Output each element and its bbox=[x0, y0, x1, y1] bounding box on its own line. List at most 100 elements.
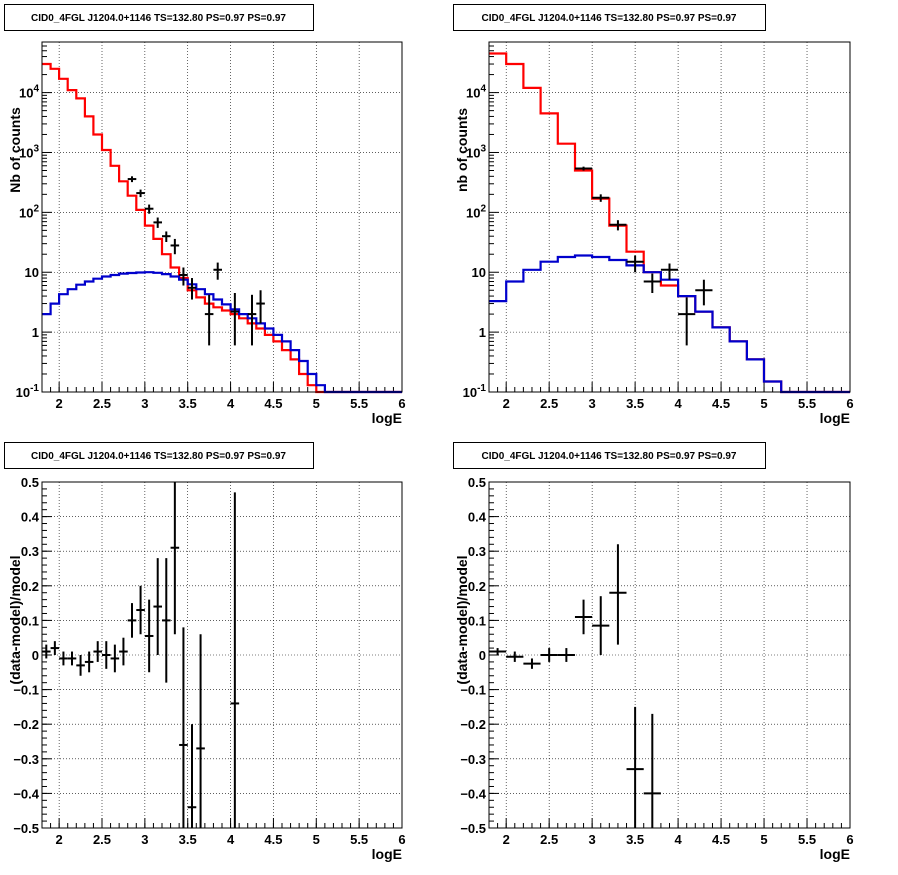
x-tick-label: 4 bbox=[227, 396, 235, 411]
y-tick-label: 104 bbox=[466, 84, 486, 101]
y-tick-label: −0.2 bbox=[13, 717, 39, 732]
data-point bbox=[136, 585, 145, 635]
total-model-histogram bbox=[489, 52, 850, 394]
y-axis-label: nb of counts bbox=[454, 108, 470, 192]
y-tick-label: −0.4 bbox=[13, 786, 39, 801]
x-tick-label: 4 bbox=[674, 832, 682, 847]
plot-frame bbox=[41, 481, 403, 829]
y-tick-label: −0.3 bbox=[13, 752, 39, 767]
data-point bbox=[170, 482, 180, 635]
data-point bbox=[523, 658, 541, 669]
plot-frame bbox=[488, 41, 851, 393]
data-point bbox=[247, 294, 257, 346]
x-tick-label: 4 bbox=[674, 396, 682, 411]
x-tick-label: 3.5 bbox=[179, 396, 197, 411]
data-point bbox=[127, 176, 137, 183]
data-point bbox=[660, 263, 679, 280]
x-tick-label: 4.5 bbox=[264, 832, 282, 847]
x-tick-label: 5 bbox=[313, 396, 320, 411]
y-tick-label: 0.4 bbox=[21, 510, 40, 525]
data-point bbox=[230, 293, 240, 346]
title-box bbox=[4, 442, 314, 469]
x-tick-label: 5.5 bbox=[798, 832, 816, 847]
source-model-histogram bbox=[42, 271, 402, 394]
y-tick-label: 0.3 bbox=[21, 544, 39, 559]
y-tick-label: 0 bbox=[479, 648, 486, 663]
x-tick-label: 5.5 bbox=[798, 396, 816, 411]
y-tick-label: 10 bbox=[472, 265, 486, 280]
chart-title: CID0_4FGL J1204.0+1146 TS=132.80 PS=0.97… bbox=[481, 13, 736, 24]
data-point bbox=[506, 651, 524, 662]
x-tick-label: 4.5 bbox=[712, 832, 730, 847]
data-point bbox=[678, 297, 696, 346]
data-point bbox=[643, 713, 661, 828]
x-tick-label: 4.5 bbox=[264, 396, 282, 411]
y-tick-label: 102 bbox=[466, 203, 486, 220]
data-point bbox=[196, 634, 205, 828]
data-point bbox=[626, 255, 644, 273]
title-box bbox=[453, 442, 766, 469]
x-tick-label: 3 bbox=[141, 396, 148, 411]
data-point bbox=[540, 648, 558, 662]
chart-title: CID0_4FGL J1204.0+1146 TS=132.80 PS=0.97… bbox=[31, 13, 286, 24]
y-tick-label: 0.5 bbox=[468, 475, 486, 490]
y-tick-label: 1 bbox=[479, 325, 486, 340]
data-point bbox=[144, 599, 154, 673]
x-tick-label: 3.5 bbox=[179, 832, 197, 847]
x-tick-label: 6 bbox=[398, 396, 405, 411]
x-tick-label: 6 bbox=[846, 396, 853, 411]
data-point bbox=[170, 238, 180, 255]
x-tick-label: 6 bbox=[398, 832, 405, 847]
data-point bbox=[144, 204, 154, 214]
data-point bbox=[179, 267, 188, 286]
plot-frame bbox=[41, 41, 403, 393]
x-tick-label: 3 bbox=[589, 832, 596, 847]
data-point bbox=[187, 724, 197, 828]
y-axis-label: (data-model)/model bbox=[454, 555, 470, 684]
y-tick-label: 0.4 bbox=[468, 510, 487, 525]
x-tick-label: 5.5 bbox=[350, 396, 368, 411]
x-tick-label: 2 bbox=[503, 832, 510, 847]
y-tick-label: 102 bbox=[19, 203, 39, 220]
x-tick-label: 2 bbox=[56, 832, 63, 847]
y-tick-label: 0.2 bbox=[21, 579, 39, 594]
data-point bbox=[574, 166, 593, 171]
data-point bbox=[592, 596, 610, 655]
y-tick-label: −0.5 bbox=[13, 821, 39, 836]
x-tick-label: 4.5 bbox=[712, 396, 730, 411]
x-tick-label: 5 bbox=[760, 396, 767, 411]
data-point bbox=[162, 558, 171, 683]
data-point bbox=[230, 492, 240, 828]
panel-residual-left: 2 2.5 3 3.5 4 4.5 5 5.5 6 −0.5 −0.4 −0.3 −0.2 −0.1 0 0.… bbox=[4, 442, 406, 862]
y-tick-label: 1 bbox=[32, 325, 39, 340]
x-tick-label: 4 bbox=[227, 832, 235, 847]
y-tick-label: 0 bbox=[32, 648, 39, 663]
y-tick-label: −0.4 bbox=[460, 786, 486, 801]
x-axis-label: logE bbox=[372, 410, 402, 426]
x-tick-label: 3.5 bbox=[626, 832, 644, 847]
data-point bbox=[162, 231, 171, 242]
y-tick-label: 10-1 bbox=[463, 383, 487, 400]
data-point bbox=[204, 294, 214, 346]
y-tick-label: −0.2 bbox=[460, 717, 486, 732]
data-point bbox=[127, 603, 137, 638]
y-tick-label: −0.1 bbox=[13, 683, 39, 698]
x-tick-label: 5 bbox=[313, 832, 320, 847]
source-model-histogram bbox=[489, 254, 850, 394]
x-tick-label: 2 bbox=[503, 396, 510, 411]
x-axis-label: logE bbox=[820, 846, 850, 862]
data-point bbox=[84, 651, 94, 673]
title-box bbox=[453, 4, 766, 31]
data-point bbox=[643, 273, 661, 294]
y-tick-label: −0.5 bbox=[460, 821, 486, 836]
data-point bbox=[67, 651, 77, 666]
data-point bbox=[110, 644, 120, 673]
y-axis-label: Nb of counts bbox=[7, 107, 23, 193]
data-point bbox=[187, 278, 197, 300]
data-point bbox=[93, 641, 102, 662]
x-tick-label: 3 bbox=[589, 396, 596, 411]
y-axis-label: (data-model)/model bbox=[7, 555, 23, 684]
data-point bbox=[153, 217, 162, 228]
panel-residual-right: 2 2.5 3 3.5 4 4.5 5 5.5 6 −0.5 −0.4 −0.3 −0.2 −0.1 0 0.… bbox=[453, 442, 854, 862]
